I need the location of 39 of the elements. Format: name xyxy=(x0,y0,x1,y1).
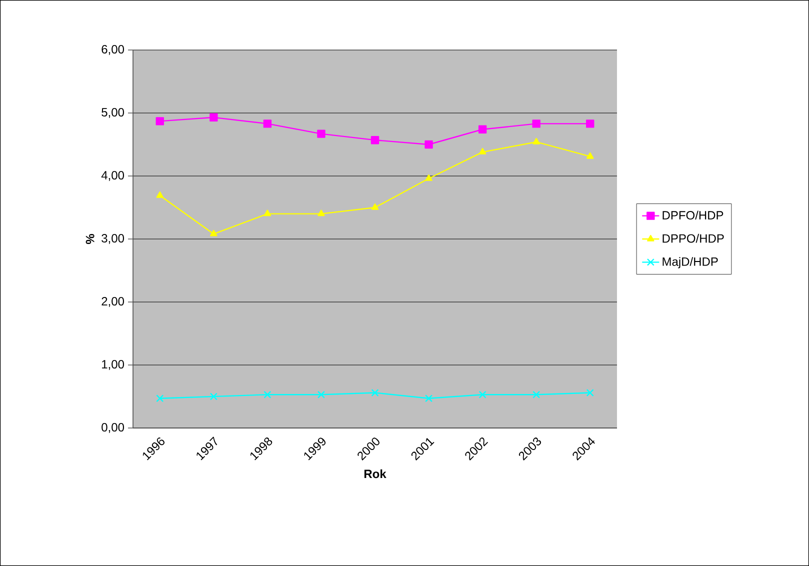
point xyxy=(425,174,432,181)
y-tick-label: 4,00 xyxy=(101,171,124,181)
y-tick-label: 5,00 xyxy=(102,108,124,118)
y-tick-label: 2,00 xyxy=(102,297,124,307)
point xyxy=(478,390,486,398)
y-tick-label: 0,00 xyxy=(102,423,124,433)
point xyxy=(586,152,594,159)
point xyxy=(264,390,272,398)
point xyxy=(371,203,379,210)
point xyxy=(317,130,326,138)
legend-label: DPPO/HDP xyxy=(662,234,724,243)
point xyxy=(156,191,164,198)
point xyxy=(424,140,433,149)
point xyxy=(210,230,218,236)
legend-label: DPFO/HDP xyxy=(662,210,724,220)
point xyxy=(156,117,164,126)
point xyxy=(424,394,433,402)
point xyxy=(263,120,272,128)
y-tick-label: 1,00 xyxy=(102,360,124,370)
y-axis-title: % xyxy=(86,234,94,244)
point xyxy=(370,136,380,144)
point xyxy=(264,210,272,216)
point xyxy=(156,394,164,402)
x-axis-title: Rok xyxy=(364,469,386,478)
point xyxy=(586,120,594,128)
y-tick-label: 6,00 xyxy=(102,45,124,55)
legend-label: MajD/HDP xyxy=(662,257,718,268)
point xyxy=(532,120,540,128)
point xyxy=(478,125,487,134)
point xyxy=(586,388,594,396)
point xyxy=(318,210,325,216)
point xyxy=(317,390,325,398)
point xyxy=(210,113,218,122)
point xyxy=(371,388,379,396)
y-tick-label: 3,00 xyxy=(102,234,124,244)
point xyxy=(532,390,540,398)
point xyxy=(532,138,540,144)
point xyxy=(210,392,218,400)
point xyxy=(478,148,486,154)
